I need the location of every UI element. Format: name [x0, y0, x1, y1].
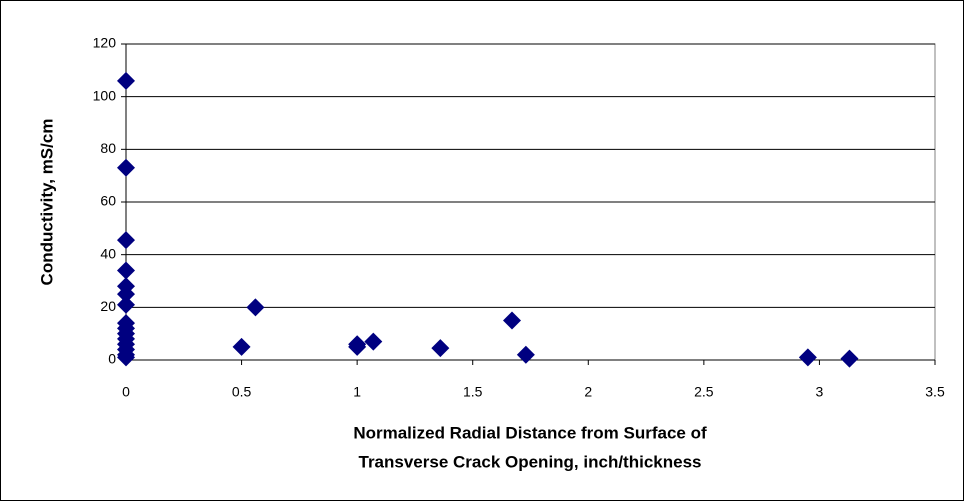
x-tick-label: 3 [816, 384, 824, 400]
data-point [840, 349, 859, 368]
x-tick-label: 1 [353, 384, 361, 400]
y-tick-label: 120 [93, 35, 117, 51]
data-point [798, 348, 817, 367]
data-point [348, 335, 367, 354]
x-axis-title: Transverse Crack Opening, inch/thickness [359, 452, 702, 471]
x-axis-title: Normalized Radial Distance from Surface … [353, 423, 707, 442]
y-tick-label: 60 [100, 193, 116, 209]
data-point [503, 311, 522, 330]
y-tick-label: 100 [93, 87, 117, 103]
x-tick-label: 2.5 [694, 384, 714, 400]
y-tick-label: 40 [100, 245, 116, 261]
x-tick-label: 2 [584, 384, 592, 400]
data-point [117, 231, 135, 250]
x-tick-label: 1.5 [463, 384, 483, 400]
data-point [117, 295, 135, 314]
data-point [117, 348, 135, 367]
data-point [364, 332, 383, 351]
x-tick-label: 0.5 [232, 384, 252, 400]
x-tick-label: 0 [122, 384, 130, 400]
x-tick-label: 3.5 [925, 384, 945, 400]
data-point [117, 158, 135, 177]
data-point [232, 337, 251, 356]
y-tick-label: 0 [108, 351, 116, 367]
data-point [431, 339, 450, 358]
data-point [117, 71, 135, 90]
data-point [117, 261, 135, 280]
y-tick-label: 20 [100, 298, 116, 314]
y-tick-label: 80 [100, 140, 116, 156]
data-point [246, 298, 265, 317]
data-point [516, 345, 535, 364]
y-axis-title: Conductivity, mS/cm [37, 119, 56, 286]
data-point [117, 285, 135, 304]
